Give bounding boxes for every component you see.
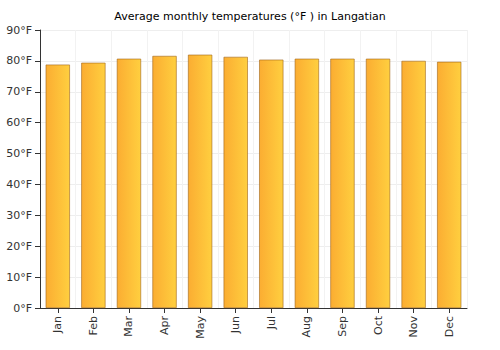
svg-text:90°F: 90°F: [6, 24, 32, 37]
svg-text:Dec: Dec: [443, 316, 456, 337]
svg-text:60°F: 60°F: [6, 116, 32, 129]
svg-text:Apr: Apr: [158, 316, 171, 336]
svg-text:Aug: Aug: [300, 316, 313, 337]
svg-text:80°F: 80°F: [6, 54, 32, 67]
svg-text:Feb: Feb: [87, 316, 100, 335]
svg-text:Average monthly temperatures (: Average monthly temperatures (°F ) in La…: [114, 10, 385, 23]
svg-text:Jan: Jan: [51, 316, 64, 334]
svg-text:10°F: 10°F: [6, 271, 32, 284]
svg-text:0°F: 0°F: [13, 302, 32, 315]
svg-text:30°F: 30°F: [6, 209, 32, 222]
svg-text:50°F: 50°F: [6, 147, 32, 160]
svg-text:70°F: 70°F: [6, 85, 32, 98]
svg-text:Sep: Sep: [336, 316, 349, 337]
svg-text:20°F: 20°F: [6, 240, 32, 253]
svg-text:May: May: [194, 316, 207, 339]
svg-text:Nov: Nov: [407, 316, 420, 338]
svg-text:Jun: Jun: [229, 316, 242, 334]
svg-text:Mar: Mar: [122, 316, 135, 337]
svg-text:40°F: 40°F: [6, 178, 32, 191]
svg-text:Oct: Oct: [372, 315, 385, 335]
svg-text:Jul: Jul: [265, 316, 278, 330]
